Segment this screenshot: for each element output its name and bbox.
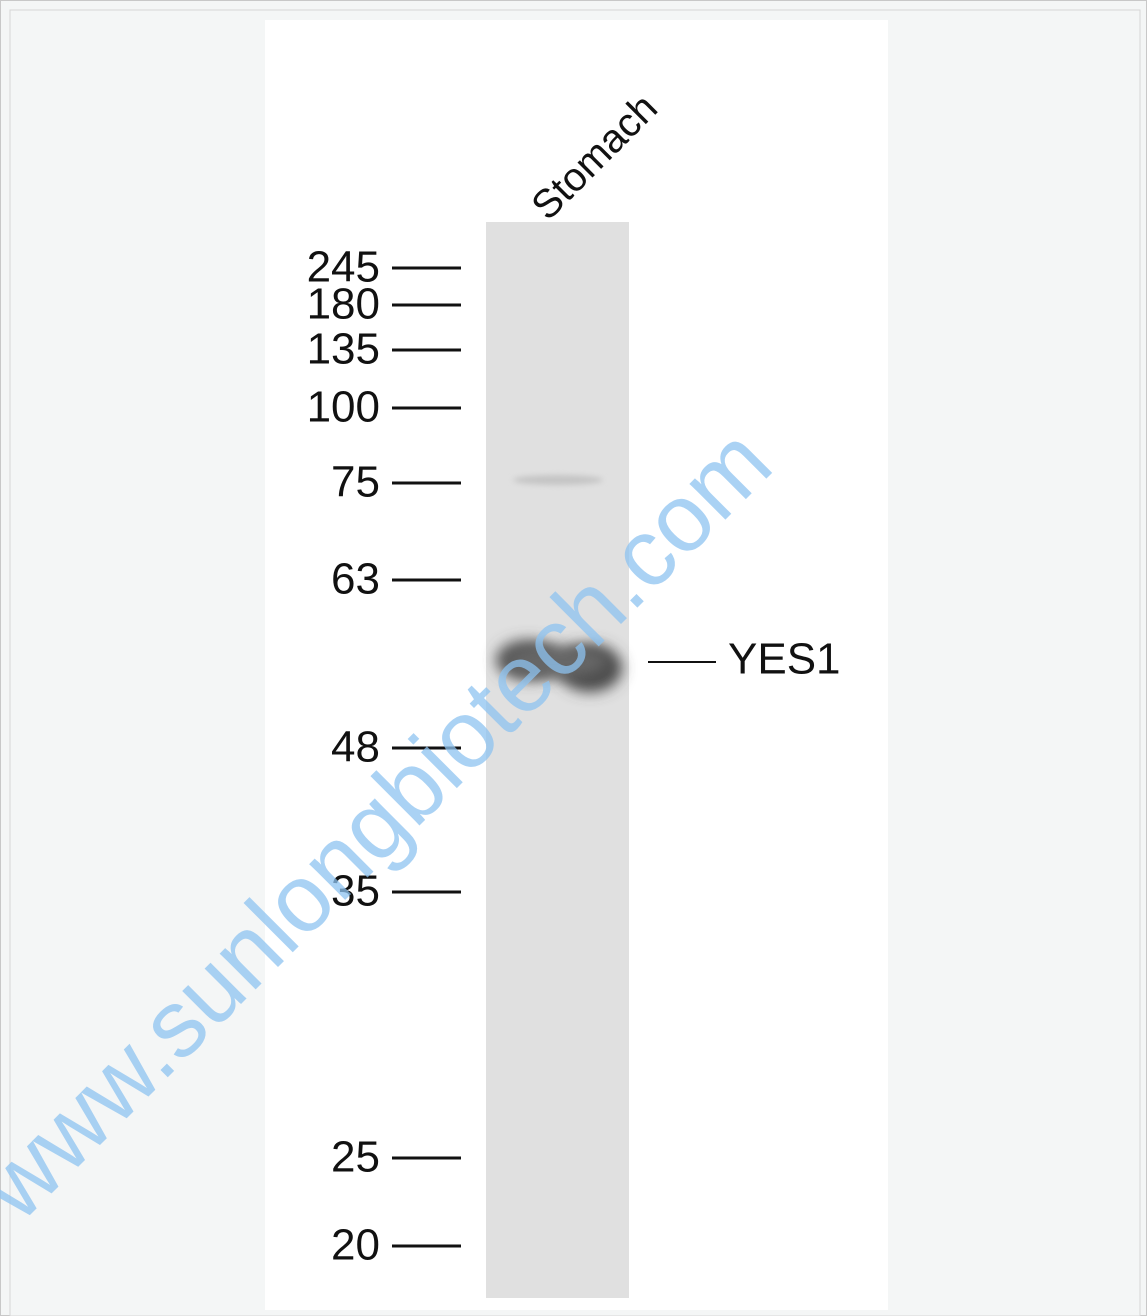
marker-label: 20: [331, 1221, 380, 1270]
marker-label: 63: [331, 555, 380, 604]
marker-label: 135: [307, 325, 380, 374]
marker-label: 75: [331, 458, 380, 507]
marker-label: 180: [307, 280, 380, 329]
band-label: YES1: [728, 635, 841, 684]
western-blot-figure: Stomach YES1 245180135100756348352520 ww…: [0, 0, 1147, 1316]
faint-band: [513, 475, 603, 485]
marker-label: 25: [331, 1133, 380, 1182]
marker-label: 100: [307, 383, 380, 432]
